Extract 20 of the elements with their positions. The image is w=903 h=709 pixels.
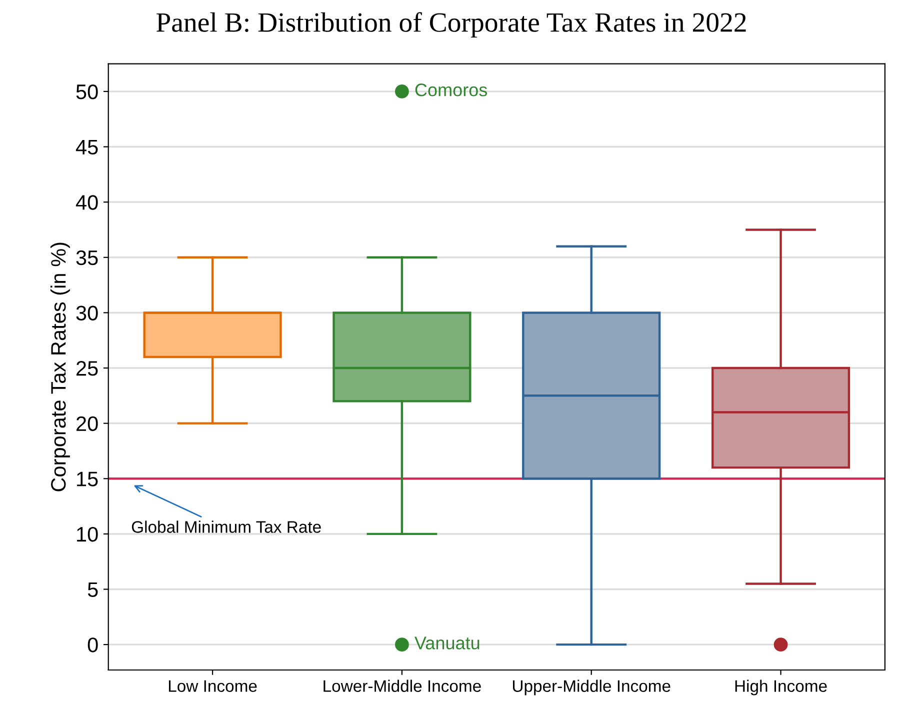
y-tick-label: 5 bbox=[88, 582, 98, 598]
x-tick-label: Lower-Middle Income bbox=[324, 680, 481, 692]
y-tick-label: 30 bbox=[76, 306, 98, 320]
y-tick-label: 45 bbox=[76, 140, 98, 155]
x-tick-label: Low Income bbox=[168, 680, 257, 692]
chart-title: Panel B: Distribution of Corporate Tax Rates in 2022 bbox=[156, 12, 746, 38]
y-tick-label: 20 bbox=[76, 416, 98, 432]
y-tick-label: 35 bbox=[76, 250, 98, 266]
y-tick-label: 50 bbox=[76, 84, 98, 100]
y-tick-label: 25 bbox=[76, 361, 98, 376]
y-axis-title: Corporate Tax Rates (in %) bbox=[50, 242, 70, 492]
y-tick-label: 10 bbox=[77, 526, 98, 542]
ref-line-label: Global Minimum Tax Rate bbox=[132, 520, 321, 533]
y-tick-label: 15 bbox=[77, 472, 98, 486]
y-tick-label: 40 bbox=[76, 195, 98, 210]
annotation: Comoros bbox=[415, 84, 488, 96]
y-tick-label: 0 bbox=[88, 638, 98, 652]
x-tick-label: High Income bbox=[735, 680, 827, 696]
x-tick-label: Upper-Middle Income bbox=[512, 680, 670, 696]
annotation: Vanuatu bbox=[414, 636, 480, 650]
